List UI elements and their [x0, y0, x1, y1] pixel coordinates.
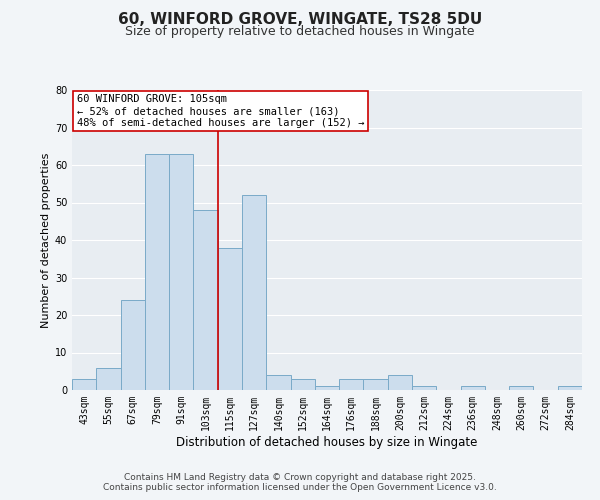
Bar: [290, 379, 315, 390]
Text: Contains HM Land Registry data © Crown copyright and database right 2025.: Contains HM Land Registry data © Crown c…: [124, 472, 476, 482]
Bar: [412, 386, 436, 390]
Bar: [558, 386, 582, 390]
Text: 60, WINFORD GROVE, WINGATE, TS28 5DU: 60, WINFORD GROVE, WINGATE, TS28 5DU: [118, 12, 482, 28]
Text: Contains public sector information licensed under the Open Government Licence v3: Contains public sector information licen…: [103, 484, 497, 492]
Bar: [315, 386, 339, 390]
Bar: [193, 210, 218, 390]
Bar: [388, 375, 412, 390]
Text: Size of property relative to detached houses in Wingate: Size of property relative to detached ho…: [125, 25, 475, 38]
X-axis label: Distribution of detached houses by size in Wingate: Distribution of detached houses by size …: [176, 436, 478, 448]
Text: 60 WINFORD GROVE: 105sqm
← 52% of detached houses are smaller (163)
48% of semi-: 60 WINFORD GROVE: 105sqm ← 52% of detach…: [77, 94, 365, 128]
Bar: [72, 379, 96, 390]
Bar: [266, 375, 290, 390]
Y-axis label: Number of detached properties: Number of detached properties: [41, 152, 50, 328]
Bar: [461, 386, 485, 390]
Bar: [96, 368, 121, 390]
Bar: [121, 300, 145, 390]
Bar: [169, 154, 193, 390]
Bar: [364, 379, 388, 390]
Bar: [509, 386, 533, 390]
Bar: [339, 379, 364, 390]
Bar: [242, 195, 266, 390]
Bar: [145, 154, 169, 390]
Bar: [218, 248, 242, 390]
